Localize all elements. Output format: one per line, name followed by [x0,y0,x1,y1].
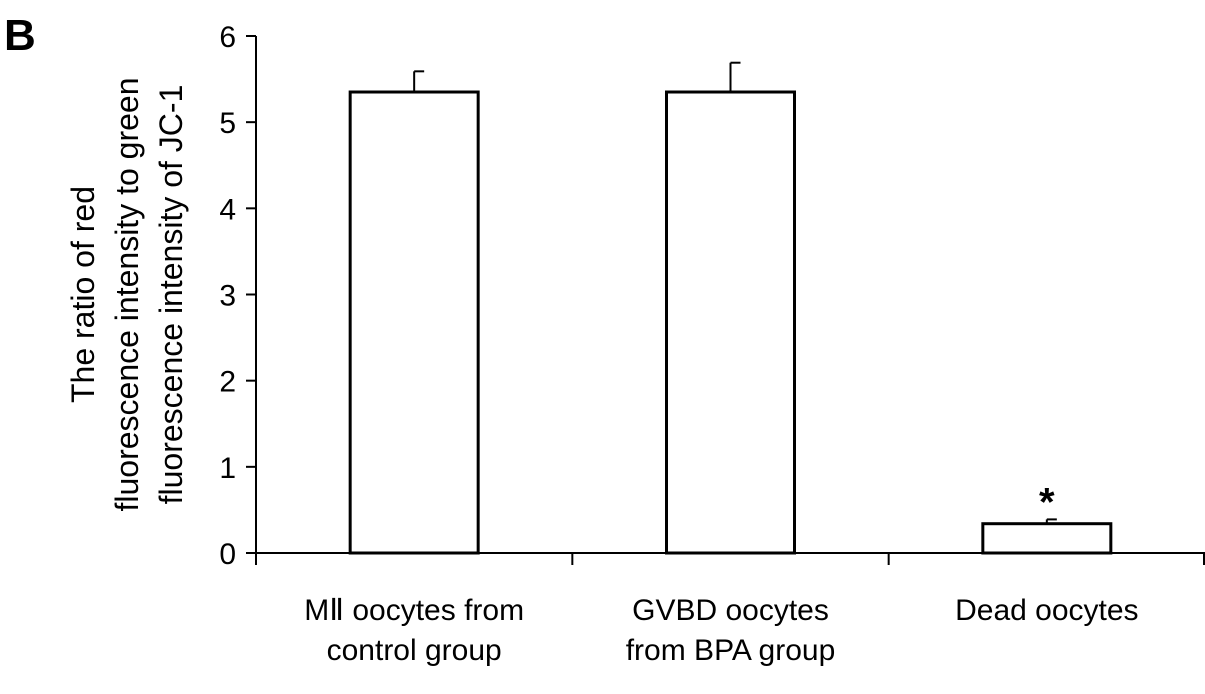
significance-marker: * [1039,480,1055,524]
y-axis-label-line: fluorescence intensity to green [109,77,145,511]
x-category-label: MⅡ oocytes from control group [304,594,524,667]
bar [348,90,480,555]
x-category-label-line: MⅡ oocytes from [304,594,524,627]
y-axis-label-line: The ratio of red [65,186,101,403]
x-category-label-line: from BPA group [626,634,836,667]
x-category-label-line: control group [327,634,502,667]
y-tick-label: 2 [219,366,236,399]
bar [665,90,796,555]
x-category-label: Dead oocytes [955,594,1138,627]
x-category-label: GVBD oocytes from BPA group [626,594,836,667]
x-category-label-line: GVBD oocytes [632,594,829,627]
bars: * [348,61,1113,555]
y-axis-label: The ratio of red fluorescence intensity t… [65,77,189,511]
x-category-label-line: Dead oocytes [955,594,1138,627]
y-tick-label: 6 [219,21,236,54]
y-tick-label: 3 [219,280,236,313]
y-tick-label: 5 [219,107,236,140]
y-tick-label: 4 [219,193,236,226]
y-tick-label: 1 [219,452,236,485]
category-labels: MⅡ oocytes from control group GVBD oocytes… [304,594,1138,667]
bar [981,522,1113,555]
panel-letter: B [4,11,36,60]
y-tick-label: 0 [219,538,236,571]
y-axis-label-line: fluorescence intensity of JC-1 [153,85,189,505]
